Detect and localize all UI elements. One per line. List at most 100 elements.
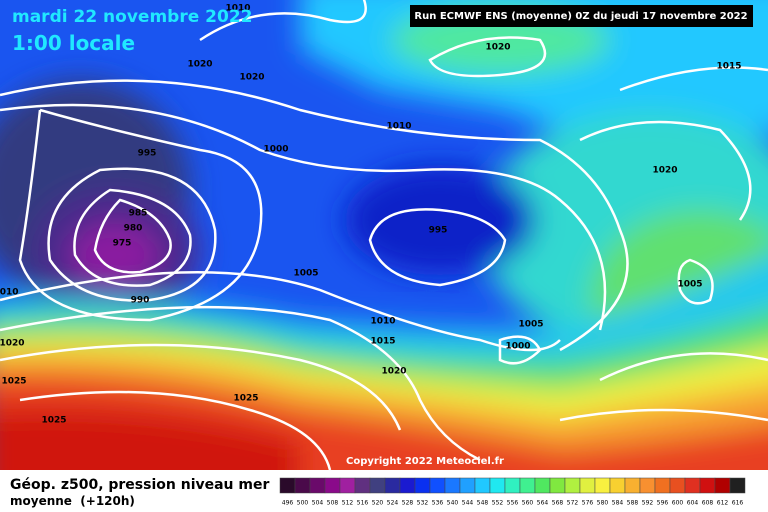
isobar-label: 995 [138, 149, 157, 159]
colorbar: 496 500 504 508 512 516 520 524 528 532 536 540 544 5… [279, 477, 746, 507]
isobar-label: 1015 [716, 62, 741, 72]
colorbar-label: 564 [537, 500, 549, 507]
isobar [19, 390, 332, 470]
colorbar-label: 568 [552, 500, 564, 507]
isobar-label: 985 [129, 209, 148, 219]
isobar-label: 980 [124, 224, 143, 234]
isobar-label: 990 [131, 296, 150, 306]
colorbar-swatch [654, 477, 671, 494]
colorbar-label: 496 [282, 500, 294, 507]
colorbar-label: 596 [657, 500, 669, 507]
isobar-label: 1010 [0, 288, 19, 298]
colorbar-label: 524 [387, 500, 399, 507]
colorbar-label: 592 [642, 500, 654, 507]
colorbar-swatch [564, 477, 581, 494]
colorbar-swatch [309, 477, 326, 494]
colorbar-label: 584 [612, 500, 624, 507]
colorbar-label: 544 [462, 500, 474, 507]
footer-title: Géop. z500, pression niveau mer [10, 477, 269, 493]
colorbar-label: 608 [702, 500, 714, 507]
isobar-label: 975 [113, 239, 132, 249]
colorbar-label: 600 [672, 500, 684, 507]
isobar [0, 343, 402, 431]
isobar-label: 1005 [293, 269, 318, 279]
isobar [579, 66, 768, 221]
colorbar-swatch [729, 477, 746, 494]
isobar [498, 335, 542, 365]
colorbar-swatch [534, 477, 551, 494]
colorbar-label: 612 [717, 500, 729, 507]
colorbar-label: 556 [507, 500, 519, 507]
colorbar-label: 516 [357, 500, 369, 507]
colorbar-swatch [429, 477, 446, 494]
isobar-label: 1010 [370, 317, 395, 327]
isobar-label: 1020 [187, 60, 212, 70]
colorbar-swatch [579, 477, 596, 494]
colorbar-label: 528 [402, 500, 414, 507]
isobar-label: 1025 [41, 416, 66, 426]
isobar-label: 1010 [225, 4, 250, 14]
isobar-label: 1005 [677, 280, 702, 290]
isobar [0, 305, 481, 462]
colorbar-swatch [489, 477, 506, 494]
isobar-label: 1020 [239, 73, 264, 83]
colorbar-label: 588 [627, 500, 639, 507]
colorbar-swatch [594, 477, 611, 494]
colorbar-label: 604 [687, 500, 699, 507]
isobar [93, 198, 172, 274]
run-info: Run ECMWF ENS (moyenne) 0Z du jeudi 17 n… [414, 11, 747, 22]
footer-subtitle: moyenne (+120h) [10, 494, 135, 508]
colorbar-label: 504 [312, 500, 324, 507]
colorbar-swatch [609, 477, 626, 494]
isobar-label: 1005 [518, 320, 543, 330]
colorbar-label: 580 [597, 500, 609, 507]
run-box [410, 5, 753, 27]
colorbar-swatch [669, 477, 686, 494]
colorbar-swatch [279, 477, 296, 494]
isobar-label: 1000 [263, 145, 288, 155]
isobar-label: 1020 [485, 43, 510, 53]
isobar [559, 352, 768, 422]
isobar-label: 1020 [381, 367, 406, 377]
colorbar-swatch [624, 477, 641, 494]
isobar-label: 1015 [370, 337, 395, 347]
isobar [47, 167, 217, 302]
colorbar-label: 616 [732, 500, 744, 507]
colorbar-swatch [399, 477, 416, 494]
isobar [428, 36, 547, 78]
colorbar-swatch [354, 477, 371, 494]
isobar-label: 1000 [505, 342, 530, 352]
isobar [0, 103, 607, 331]
copyright: Copyright 2022 Meteociel.fr [346, 456, 504, 467]
isobar-label: 1020 [652, 166, 677, 176]
colorbar-label: 548 [477, 500, 489, 507]
isobar-labels: 1010 1020 1020 1020 1015 1010 1000 995 1020 985 98… [0, 4, 742, 426]
colorbar-label: 520 [372, 500, 384, 507]
colorbar-label: 508 [327, 500, 339, 507]
colorbar-swatch [369, 477, 386, 494]
isobar [677, 258, 714, 305]
colorbar-swatch [519, 477, 536, 494]
colorbar-swatch [714, 477, 731, 494]
colorbar-swatch [339, 477, 356, 494]
colorbar-swatch [324, 477, 341, 494]
date: mardi 22 novembre 2022 [12, 7, 252, 27]
isobar [0, 271, 561, 352]
colorbar-label: 512 [342, 500, 354, 507]
colorbar-label: 540 [447, 500, 459, 507]
isobar [368, 208, 507, 287]
colorbar-swatch [639, 477, 656, 494]
isobar [18, 108, 263, 322]
colorbar-swatch [684, 477, 701, 494]
colorbar-label: 500 [297, 500, 309, 507]
isobar-label: 995 [429, 226, 448, 236]
colorbar-label: 552 [492, 500, 504, 507]
colorbar-swatch [504, 477, 521, 494]
colorbar-label: 532 [417, 500, 429, 507]
isobars [0, 0, 768, 470]
colorbar-swatch [294, 477, 311, 494]
colorbar-swatch [414, 477, 431, 494]
isobar-label: 1025 [233, 394, 258, 404]
